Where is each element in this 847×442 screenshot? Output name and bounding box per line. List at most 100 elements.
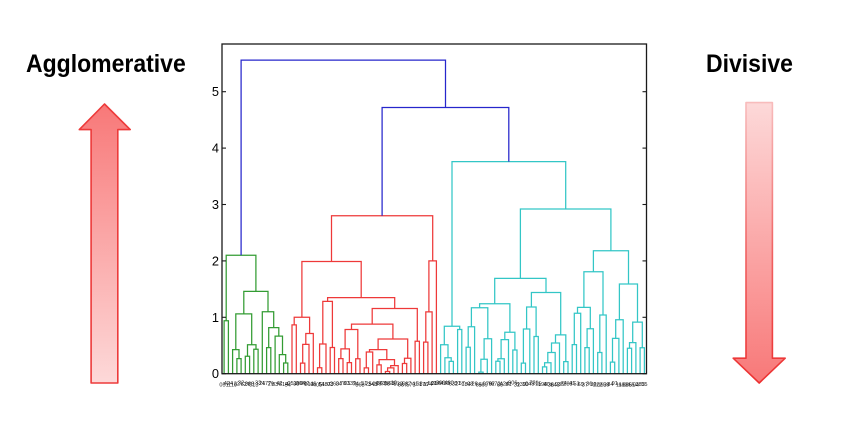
svg-text:10: 10 — [391, 381, 397, 387]
svg-text:3: 3 — [212, 197, 219, 212]
svg-text:10: 10 — [522, 382, 528, 388]
svg-text:55: 55 — [628, 383, 634, 389]
svg-text:430: 430 — [440, 381, 449, 387]
svg-text:405: 405 — [313, 383, 322, 389]
svg-text:53: 53 — [573, 381, 579, 387]
svg-text:37: 37 — [582, 383, 588, 389]
svg-text:2: 2 — [212, 253, 219, 268]
svg-text:36: 36 — [586, 382, 592, 388]
svg-text:614: 614 — [279, 382, 288, 388]
svg-text:013: 013 — [249, 383, 258, 389]
svg-text:283: 283 — [563, 381, 572, 387]
svg-text:92: 92 — [488, 382, 494, 388]
svg-text:83: 83 — [272, 382, 278, 388]
svg-text:051: 051 — [219, 382, 228, 388]
svg-text:78: 78 — [340, 381, 346, 387]
svg-text:21: 21 — [259, 381, 265, 387]
svg-text:222: 222 — [593, 383, 602, 389]
svg-text:632: 632 — [449, 382, 458, 388]
svg-text:68: 68 — [416, 382, 422, 388]
svg-text:84: 84 — [607, 382, 613, 388]
svg-text:843: 843 — [551, 382, 560, 388]
svg-text:139: 139 — [517, 382, 526, 388]
svg-text:03: 03 — [327, 382, 333, 388]
svg-text:573: 573 — [406, 382, 415, 388]
svg-text:26: 26 — [471, 381, 477, 387]
svg-text:868: 868 — [355, 382, 364, 388]
svg-text:976: 976 — [483, 381, 492, 387]
svg-text:343: 343 — [368, 382, 377, 388]
svg-text:29: 29 — [268, 382, 274, 388]
svg-text:32: 32 — [514, 382, 520, 388]
svg-text:40: 40 — [544, 382, 550, 388]
svg-text:32: 32 — [234, 382, 240, 388]
svg-text:198: 198 — [538, 382, 547, 388]
svg-text:683: 683 — [619, 382, 628, 388]
svg-text:5: 5 — [212, 84, 219, 99]
svg-text:906: 906 — [508, 381, 517, 387]
svg-text:65: 65 — [476, 382, 482, 388]
svg-text:41: 41 — [412, 381, 418, 387]
svg-text:477: 477 — [262, 381, 271, 387]
svg-text:048: 048 — [525, 381, 534, 387]
svg-text:91: 91 — [612, 381, 618, 387]
svg-text:69: 69 — [578, 382, 584, 388]
svg-text:063: 063 — [597, 383, 606, 389]
svg-text:60: 60 — [497, 382, 503, 388]
svg-text:383: 383 — [635, 382, 644, 388]
svg-text:31: 31 — [454, 381, 460, 387]
svg-text:36: 36 — [548, 382, 554, 388]
svg-text:191: 191 — [427, 381, 436, 387]
svg-text:708: 708 — [381, 382, 390, 388]
svg-text:568: 568 — [385, 381, 394, 387]
svg-text:969: 969 — [478, 383, 487, 389]
svg-text:830: 830 — [394, 382, 403, 388]
svg-text:356: 356 — [432, 381, 441, 387]
svg-text:04: 04 — [336, 382, 342, 388]
svg-text:460: 460 — [444, 381, 453, 387]
svg-text:731: 731 — [529, 381, 538, 387]
svg-text:01: 01 — [344, 381, 350, 387]
svg-text:672: 672 — [491, 382, 500, 388]
svg-text:366: 366 — [436, 381, 445, 387]
svg-text:968: 968 — [245, 381, 254, 387]
svg-text:55: 55 — [641, 382, 647, 388]
svg-text:4: 4 — [212, 141, 219, 156]
svg-text:0: 0 — [212, 366, 219, 381]
svg-text:04: 04 — [633, 382, 639, 388]
svg-text:263: 263 — [330, 382, 339, 388]
svg-text:46: 46 — [310, 381, 316, 387]
svg-text:863: 863 — [377, 381, 386, 387]
svg-text:339: 339 — [347, 381, 356, 387]
svg-text:74: 74 — [353, 381, 359, 387]
svg-text:33: 33 — [255, 381, 261, 387]
svg-text:74: 74 — [561, 381, 567, 387]
svg-text:176: 176 — [419, 382, 428, 388]
svg-text:627: 627 — [241, 382, 250, 388]
svg-text:81: 81 — [505, 382, 511, 388]
svg-text:41: 41 — [569, 381, 575, 387]
svg-text:487: 487 — [321, 382, 330, 388]
svg-text:25: 25 — [365, 381, 371, 387]
svg-text:567: 567 — [402, 381, 411, 387]
svg-text:051: 051 — [287, 381, 296, 387]
svg-text:42: 42 — [276, 381, 282, 387]
svg-text:08: 08 — [467, 382, 473, 388]
svg-text:174: 174 — [423, 382, 432, 388]
svg-text:424: 424 — [500, 382, 509, 388]
svg-text:15: 15 — [535, 382, 541, 388]
svg-text:213: 213 — [304, 382, 313, 388]
svg-text:184: 184 — [461, 382, 470, 388]
svg-text:59: 59 — [603, 382, 609, 388]
svg-text:38: 38 — [293, 382, 299, 388]
svg-text:935: 935 — [555, 382, 564, 388]
svg-text:886: 886 — [623, 383, 632, 389]
svg-text:119: 119 — [228, 383, 237, 389]
svg-text:36: 36 — [590, 382, 596, 388]
svg-text:864: 864 — [296, 381, 305, 387]
svg-text:892: 892 — [300, 381, 309, 387]
svg-text:1: 1 — [212, 310, 219, 325]
svg-text:51: 51 — [319, 382, 325, 388]
svg-text:11: 11 — [616, 383, 622, 389]
svg-text:57: 57 — [459, 381, 465, 387]
